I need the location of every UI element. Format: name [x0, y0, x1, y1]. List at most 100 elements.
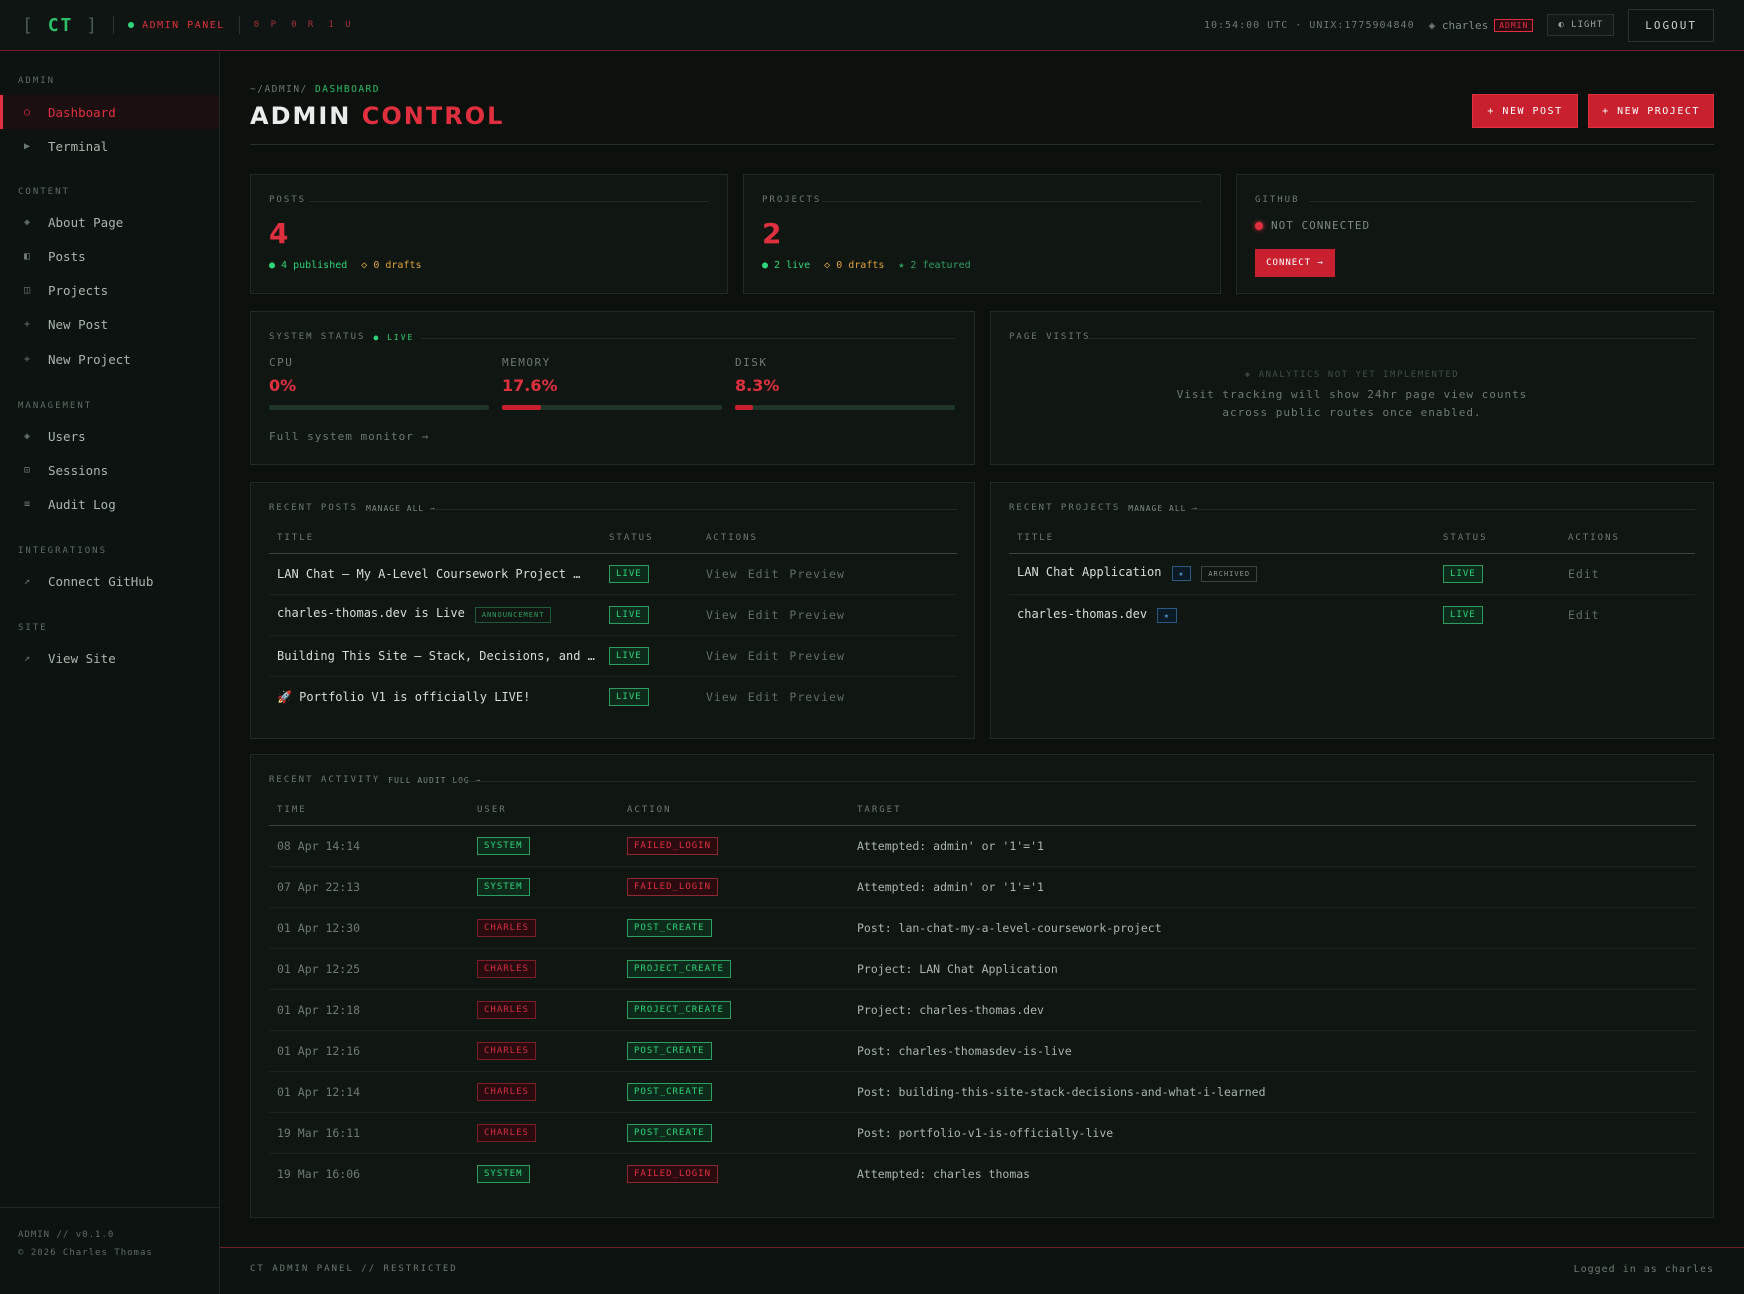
preview-link[interactable]: Preview [789, 689, 845, 704]
manage-posts-link[interactable]: MANAGE ALL → [366, 503, 436, 513]
table-row[interactable]: charles-thomas.dev ★ LIVE Edit [1009, 594, 1695, 635]
table-row[interactable]: 01 Apr 12:18 CHARLES PROJECT_CREATE Project… [269, 989, 1696, 1031]
sidebar-item-view-site[interactable]: ↗ View Site [23, 650, 116, 666]
table-row[interactable]: 19 Mar 16:11 CHARLES POST_CREATE Post: port… [269, 1112, 1696, 1154]
activity-table: TIME USER ACTION TARGET 08 Apr 14:14 SYST… [269, 795, 1696, 1194]
plus-icon: + [23, 318, 31, 330]
circle-icon: ○ [23, 106, 31, 118]
status-dot-icon [1255, 221, 1263, 230]
list-icon: ≡ [23, 498, 31, 510]
view-link[interactable]: View [706, 607, 738, 622]
column-header: USER [469, 795, 619, 826]
user-icon: ◈ [23, 430, 31, 442]
cpu-metric: CPU 0% [269, 356, 489, 410]
featured-star-icon: ★ [1157, 607, 1177, 623]
full-audit-log-link[interactable]: FULL AUDIT LOG → [388, 775, 482, 785]
logout-button[interactable]: LOGOUT [1628, 8, 1714, 42]
sidebar-item-sessions[interactable]: ⊡ Sessions [23, 462, 109, 478]
edit-link[interactable]: Edit [747, 689, 780, 704]
user-badge: CHARLES [477, 1082, 536, 1101]
preview-link[interactable]: Preview [789, 648, 845, 663]
table-row[interactable]: 19 Mar 16:06 SYSTEM FAILED_LOGIN Attempted:… [269, 1153, 1696, 1194]
table-row[interactable]: 01 Apr 12:30 CHARLES POST_CREATE Post: lan-… [269, 907, 1696, 949]
page-footer: CT ADMIN PANEL // RESTRICTED Logged in a… [220, 1247, 1744, 1294]
recent-projects-panel: RECENT PROJECTS MANAGE ALL → TITLE STATUS… [990, 482, 1714, 739]
table-row[interactable]: LAN Chat — My A-Level Coursework Project… [269, 553, 957, 595]
recent-projects-table: TITLE STATUS ACTIONS LAN Chat Applicatio… [1009, 523, 1695, 635]
action-badge: PROJECT_CREATE [627, 959, 731, 978]
divider [1087, 338, 1695, 339]
column-header: TARGET [849, 795, 1696, 826]
sidebar-item-posts[interactable]: ◧ Posts [23, 248, 86, 264]
sidebar-item-audit-log[interactable]: ≡ Audit Log [23, 496, 116, 512]
column-header: ACTIONS [698, 523, 957, 554]
sidebar-item-about[interactable]: ◈ About Page [23, 214, 124, 230]
session-icon: ⊡ [23, 464, 31, 476]
edit-link[interactable]: Edit [747, 566, 780, 581]
memory-bar [502, 405, 722, 410]
admin-panel-indicator: ADMIN PANEL [128, 20, 225, 31]
preview-link[interactable]: Preview [789, 607, 845, 622]
posts-breakdown: ● 4 published ◇ 0 drafts [269, 260, 422, 271]
activity-time: 19 Mar 16:06 [277, 1166, 361, 1181]
play-icon: ▶ [23, 140, 31, 152]
post-title[interactable]: charles-thomas.dev is Live [277, 606, 465, 620]
manage-projects-link[interactable]: MANAGE ALL → [1128, 503, 1199, 513]
edit-link[interactable]: Edit [1568, 607, 1600, 622]
table-row[interactable]: charles-thomas.dev is Live ANNOUNCEMENT L… [269, 594, 957, 636]
table-row[interactable]: 🚀 Portfolio V1 is officially LIVE! LIVE … [269, 676, 957, 717]
card-label: PROJECTS [762, 195, 822, 205]
activity-target: Project: LAN Chat Application [849, 948, 1696, 990]
sidebar-item-new-project[interactable]: + New Project [23, 351, 131, 367]
view-link[interactable]: View [706, 648, 738, 663]
counts: 0 P 0 R 1 U [254, 20, 354, 30]
posts-stat-card: POSTS 4 ● 4 published ◇ 0 drafts [250, 174, 728, 294]
new-project-button[interactable]: + NEW PROJECT [1588, 94, 1714, 128]
connect-github-button[interactable]: CONNECT → [1255, 249, 1335, 277]
project-title[interactable]: LAN Chat Application [1017, 565, 1162, 579]
sidebar-item-projects[interactable]: ◫ Projects [23, 282, 109, 298]
post-count: 0 P [253, 20, 280, 30]
activity-time: 01 Apr 12:16 [269, 1030, 469, 1072]
page-visits-panel: PAGE VISITS ◈ ANALYTICS NOT YET IMPLEMEN… [990, 311, 1714, 465]
sidebar-item-new-post[interactable]: + New Post [23, 316, 109, 332]
table-row[interactable]: 01 Apr 12:14 CHARLES POST_CREATE Post: buil… [269, 1071, 1696, 1113]
column-header: ACTION [619, 795, 849, 826]
sidebar-item-users[interactable]: ◈ Users [23, 428, 86, 444]
clock: 10:54:00 UTC · UNIX:1775904840 [1203, 19, 1415, 31]
table-row[interactable]: 08 Apr 14:14 SYSTEM FAILED_LOGIN Attempted:… [269, 825, 1696, 867]
sidebar-item-dashboard[interactable]: ○ Dashboard [0, 95, 219, 129]
post-title[interactable]: LAN Chat — My A-Level Coursework Project… [269, 553, 601, 595]
table-row[interactable]: Building This Site — Stack, Decisions, a… [269, 635, 957, 677]
post-title[interactable]: Building This Site — Stack, Decisions, a… [269, 635, 601, 677]
preview-link[interactable]: Preview [789, 566, 845, 581]
project-title[interactable]: charles-thomas.dev [1017, 606, 1148, 621]
sidebar-group-site: SITE [18, 623, 48, 633]
status-badge: LIVE [609, 605, 649, 624]
activity-time: 01 Apr 12:14 [269, 1071, 469, 1113]
table-row[interactable]: 01 Apr 12:16 CHARLES POST_CREATE Post: char… [269, 1030, 1696, 1072]
column-header: TITLE [1009, 523, 1435, 554]
theme-toggle-button[interactable]: ◐ LIGHT [1547, 14, 1615, 36]
table-row[interactable]: 07 Apr 22:13 SYSTEM FAILED_LOGIN Attempted:… [269, 866, 1696, 908]
edit-link[interactable]: Edit [747, 607, 780, 622]
table-row[interactable]: 01 Apr 12:25 CHARLES PROJECT_CREATE Project… [269, 948, 1696, 990]
table-row[interactable]: LAN Chat Application ★ ARCHIVED LIVE Edit [1009, 553, 1695, 595]
posts-count: 4 [269, 217, 289, 250]
view-link[interactable]: View [706, 689, 738, 704]
action-badge: POST_CREATE [627, 1041, 712, 1060]
breadcrumb: ~/ADMIN/ DASHBOARD [250, 84, 380, 95]
user-badge: SYSTEM [477, 1164, 530, 1183]
edit-link[interactable]: Edit [747, 648, 780, 663]
edit-link[interactable]: Edit [1568, 566, 1600, 581]
sidebar-item-terminal[interactable]: ▶ Terminal [23, 138, 109, 154]
sidebar-item-connect-github[interactable]: ↗ Connect GitHub [23, 573, 154, 589]
copyright-text: © 2026 Charles Thomas [18, 1248, 153, 1258]
post-title[interactable]: 🚀 Portfolio V1 is officially LIVE! [277, 689, 531, 704]
system-monitor-link[interactable]: Full system monitor → [269, 430, 430, 443]
activity-time: 01 Apr 12:30 [269, 907, 469, 949]
new-post-button[interactable]: + NEW POST [1472, 94, 1578, 128]
view-link[interactable]: View [706, 566, 738, 581]
logo[interactable]: [ CT ] [22, 14, 100, 36]
featured-star-icon: ★ [1171, 566, 1192, 581]
